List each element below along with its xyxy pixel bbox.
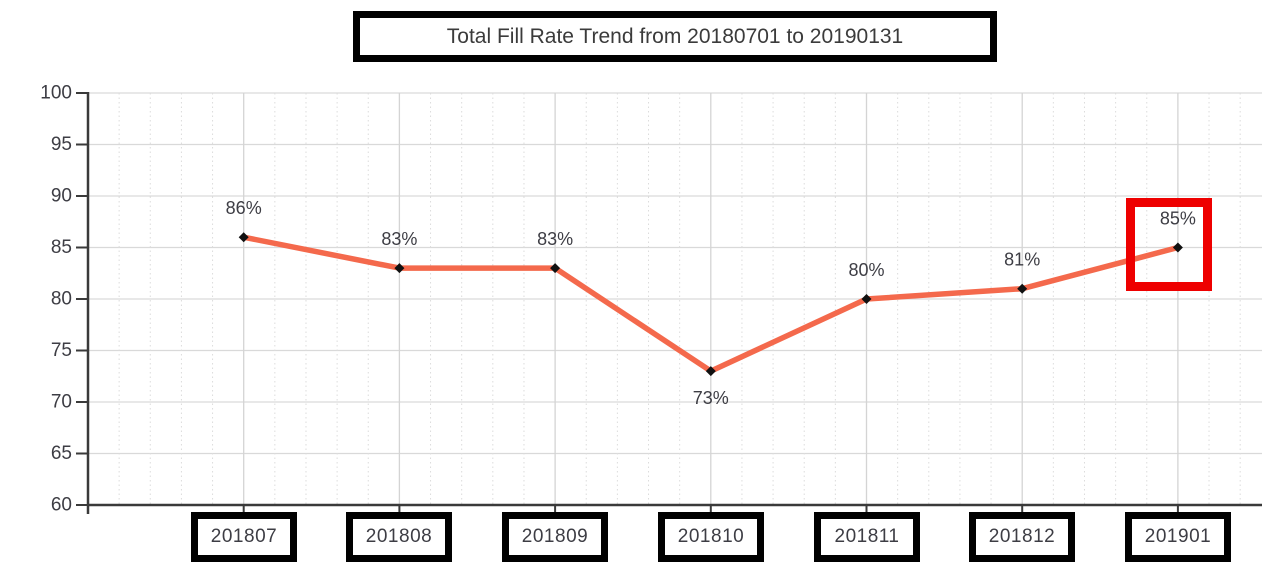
x-axis-category-box: 201807 xyxy=(191,512,297,562)
data-point-marker xyxy=(1017,283,1028,294)
data-point-marker xyxy=(394,263,405,274)
y-axis-tick-label: 80 xyxy=(51,289,72,310)
highlight-box xyxy=(1126,198,1212,291)
gridlines xyxy=(88,92,1262,505)
data-point-marker xyxy=(238,232,249,243)
data-points: 86% 83% 83% 73% 80% 81% 85% xyxy=(226,198,1196,408)
y-axis-tick-label: 100 xyxy=(40,83,72,104)
data-point-marker xyxy=(861,294,872,304)
data-point-marker xyxy=(705,366,716,377)
data-point-label: 81% xyxy=(1004,250,1040,270)
x-axis-category-label: 201811 xyxy=(834,526,900,547)
chart-title-box: Total Fill Rate Trend from 20180701 to 2… xyxy=(353,11,997,62)
y-axis-tick-label: 60 xyxy=(51,495,72,516)
x-axis-category-label: 201810 xyxy=(677,526,745,547)
axes: 100 95 90 85 80 75 70 65 60 xyxy=(40,83,1262,516)
x-axis-category-label: 201808 xyxy=(365,526,433,547)
x-axis-category-label: 201812 xyxy=(988,526,1056,547)
y-axis-tick-label: 95 xyxy=(51,134,72,155)
y-axis-tick-label: 90 xyxy=(51,186,72,207)
data-point-marker xyxy=(1172,242,1183,253)
data-point-label: 83% xyxy=(537,229,573,249)
data-point-label: 80% xyxy=(848,260,884,280)
data-point-label: 86% xyxy=(226,198,262,218)
x-axis-category-label: 201901 xyxy=(1144,526,1212,547)
y-axis-tick-label: 85 xyxy=(51,237,72,258)
data-point-marker xyxy=(550,263,561,274)
y-axis-tick-label: 65 xyxy=(51,443,72,464)
x-axis-category-label: 201809 xyxy=(521,526,589,547)
x-axis-category-box: 201812 xyxy=(969,512,1075,562)
chart-title: Total Fill Rate Trend from 20180701 to 2… xyxy=(446,24,904,48)
data-point-label: 85% xyxy=(1160,209,1196,229)
x-axis-category-label: 201807 xyxy=(210,526,278,547)
data-point-label: 83% xyxy=(381,229,417,249)
x-axis-category-box: 201808 xyxy=(346,512,452,562)
x-axis-category-box: 201901 xyxy=(1125,512,1231,562)
x-axis-category-box: 201811 xyxy=(814,512,920,562)
x-axis-category-box: 201810 xyxy=(658,512,764,562)
x-axis-category-box: 201809 xyxy=(502,512,608,562)
data-point-label: 73% xyxy=(693,388,729,408)
y-axis-tick-label: 70 xyxy=(51,392,72,413)
y-axis-tick-label: 75 xyxy=(51,340,72,361)
